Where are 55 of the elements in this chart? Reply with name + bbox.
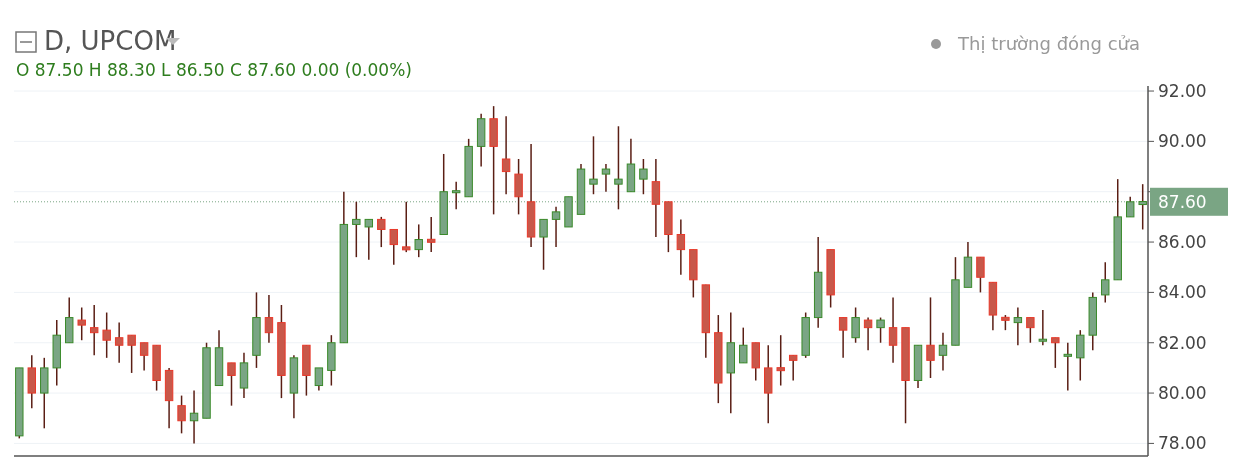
candlestick (926, 296, 935, 379)
candlestick (89, 304, 99, 357)
candlestick (77, 306, 86, 341)
candlestick (1063, 341, 1073, 392)
candlestick (177, 394, 186, 435)
y-tick-label: 92.00 (1158, 80, 1207, 101)
candlestick (314, 367, 324, 392)
y-tick-label: 86.00 (1158, 232, 1207, 252)
candlestick (651, 158, 661, 238)
candlestick (876, 316, 885, 344)
candlestick (402, 201, 411, 253)
candlestick (189, 389, 199, 445)
candlestick (851, 306, 860, 344)
candlestick (938, 331, 948, 372)
y-tick-label: 80.00 (1158, 383, 1207, 404)
y-tick-label: 82.00 (1158, 332, 1207, 353)
chart-title: D, UPCOM (44, 26, 177, 56)
candlestick (501, 115, 511, 195)
candlestick (1026, 316, 1035, 344)
candlestick (788, 354, 798, 382)
candlestick (1076, 329, 1085, 382)
candlestick (264, 294, 274, 344)
candlestick (639, 158, 648, 195)
candlestick (589, 135, 598, 195)
candlestick (1101, 261, 1110, 304)
candlestick (1038, 309, 1048, 346)
y-tick-label: 84.00 (1158, 282, 1207, 303)
candlestick (551, 206, 561, 248)
y-tick-label: 78.00 (1158, 433, 1207, 454)
candlestick (102, 311, 111, 359)
text: Thị trường đóng cửa (957, 33, 1140, 54)
y-tick-label: 90.00 (1158, 131, 1207, 152)
candlestick (838, 316, 848, 359)
text: O 87.50 H 88.30 L 86.50 C 87.60 0.00 (0.00%) (16, 60, 412, 80)
candlestick (377, 216, 386, 248)
candlestick (976, 256, 985, 294)
candlestick (364, 218, 374, 261)
candlestick (776, 334, 785, 387)
candlestick (514, 158, 523, 216)
candlestick (676, 218, 686, 276)
candlestick (127, 334, 136, 374)
candlestick (539, 218, 548, 271)
candlestick (139, 341, 149, 372)
candlestick (739, 326, 748, 364)
candlestick (114, 321, 124, 364)
candlestick (1013, 306, 1023, 346)
candlestick (863, 316, 873, 352)
candlestick (427, 216, 436, 253)
candlestick (414, 223, 423, 258)
candlestick (1051, 336, 1060, 369)
candlestick (888, 296, 898, 364)
candlestick (601, 163, 611, 193)
candlestick (227, 362, 236, 407)
candlestick (389, 228, 398, 266)
ref-line-label: 87.60 (1158, 191, 1207, 212)
